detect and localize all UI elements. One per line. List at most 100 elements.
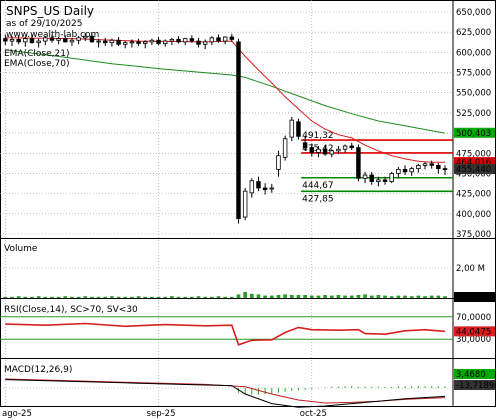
grid-lines xyxy=(0,0,453,406)
price-tick-label: 525,000 xyxy=(456,109,491,119)
level-label: 491,32 xyxy=(302,131,334,141)
candle-up xyxy=(422,163,428,166)
candle-up xyxy=(249,180,255,194)
candle-up xyxy=(336,148,341,152)
volume-bar xyxy=(30,296,34,298)
candle-down xyxy=(156,39,161,44)
macd-badge-label: -13,7189 xyxy=(456,381,494,391)
volume-bar xyxy=(163,296,168,298)
volume-bar xyxy=(10,296,14,298)
volume-bar xyxy=(70,296,74,298)
candle-down xyxy=(369,174,374,182)
volume-bar xyxy=(50,296,54,298)
price-tick-label: 575,000 xyxy=(456,69,491,79)
volume-bar xyxy=(243,292,247,298)
legend-ema21: EMA(Close,21) xyxy=(4,49,69,59)
price-tick-label: 425,000 xyxy=(456,190,491,200)
macd-lines xyxy=(5,378,446,408)
candle-up xyxy=(83,35,88,39)
candle-down xyxy=(402,169,408,173)
candle-up xyxy=(289,119,295,138)
candle-down xyxy=(29,38,35,44)
volume-bar xyxy=(423,296,427,298)
watermark: www.wealth-lab.com xyxy=(6,30,99,40)
volume-bar xyxy=(63,296,68,298)
candle-down xyxy=(296,121,301,137)
macd-badge-label: 3,4680 xyxy=(456,370,486,380)
volume-bar xyxy=(283,294,287,298)
volume-bar xyxy=(389,296,394,298)
price-badge xyxy=(454,164,495,175)
price-tick-label: 600,000 xyxy=(456,48,491,58)
price-tick-label: 550,000 xyxy=(456,89,491,99)
candle-up xyxy=(209,37,215,43)
candle-up xyxy=(109,39,115,44)
candle-up xyxy=(76,37,81,41)
volume-bar xyxy=(130,296,134,298)
volume-bar xyxy=(289,295,294,298)
candle-up xyxy=(316,148,321,153)
ema70-line xyxy=(5,49,446,134)
time-tick-label: sep-25 xyxy=(147,409,176,419)
volume-bars xyxy=(3,292,447,298)
volume-axis-label: 2,00 M xyxy=(456,264,485,274)
candle-down xyxy=(302,142,308,149)
volume-bar xyxy=(436,295,441,298)
rsi-badge xyxy=(454,326,495,337)
volume-bar xyxy=(329,295,334,298)
candle-down xyxy=(176,39,181,43)
macd-title: MACD(12,26,9) xyxy=(4,365,72,375)
candle-up xyxy=(376,179,381,182)
candle-down xyxy=(89,35,95,43)
volume-bar xyxy=(23,296,28,298)
panel-frame-vol xyxy=(0,238,496,299)
level-label: 444,67 xyxy=(302,181,334,191)
candle-down xyxy=(16,39,21,43)
candle-up xyxy=(69,39,75,43)
time-tick-label: ago-25 xyxy=(2,409,32,419)
candle-down xyxy=(196,40,201,45)
volume-badge xyxy=(454,292,495,302)
candle-down xyxy=(256,181,261,189)
volume-bar xyxy=(36,296,41,298)
candle-up xyxy=(329,150,334,155)
candle-down xyxy=(116,39,121,45)
price-tick-label: 475,000 xyxy=(456,149,491,159)
macd-signal-line xyxy=(5,378,446,404)
price-badge-label: 464,016 xyxy=(456,158,491,168)
price-badge xyxy=(454,127,495,138)
volume-bar xyxy=(223,296,227,298)
candle-down xyxy=(229,36,235,40)
candle-up xyxy=(222,36,228,42)
volume-bar xyxy=(136,296,141,298)
candle-up xyxy=(96,40,101,43)
candle-down xyxy=(236,41,241,220)
candle-up xyxy=(269,187,275,190)
candle-up xyxy=(149,39,155,43)
volume-title: Volume xyxy=(4,244,38,254)
candle-up xyxy=(409,168,414,173)
level-label: 427,85 xyxy=(302,194,334,204)
candle-up xyxy=(276,155,281,170)
candle-down xyxy=(442,168,448,171)
volume-bar xyxy=(263,295,267,298)
price-tick-label: 650,000 xyxy=(456,8,491,18)
volume-bar xyxy=(96,296,101,298)
volume-badge-label: 19,074 xyxy=(456,293,486,303)
candle-up xyxy=(389,173,394,182)
candle-up xyxy=(202,41,208,45)
price-badge-label: 455,440 xyxy=(456,165,491,175)
price-badge-label: 500,403 xyxy=(456,129,491,139)
candle-up xyxy=(362,174,368,179)
candle-up xyxy=(123,42,128,45)
rsi-lines xyxy=(0,316,453,346)
candle-down xyxy=(322,148,328,155)
rsi-line xyxy=(5,322,446,346)
volume-bar xyxy=(256,294,261,298)
panel-frames xyxy=(0,0,496,407)
ema21-line xyxy=(5,37,445,163)
candle-up xyxy=(142,41,148,44)
candle-up xyxy=(182,38,188,43)
candle-up xyxy=(342,145,348,150)
volume-bar xyxy=(276,295,281,298)
